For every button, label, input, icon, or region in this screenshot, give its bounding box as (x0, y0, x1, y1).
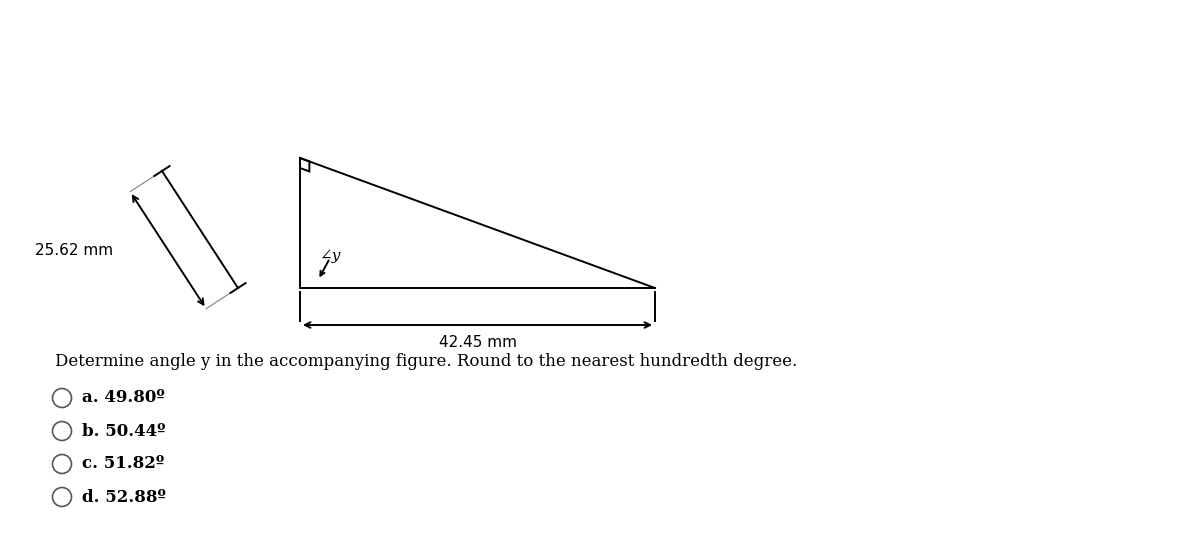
Text: 25.62 mm: 25.62 mm (35, 243, 113, 258)
Text: d. 52.88º: d. 52.88º (82, 489, 166, 506)
Text: c. 51.82º: c. 51.82º (82, 456, 164, 472)
Text: ∠y: ∠y (320, 249, 341, 263)
Text: a. 49.80º: a. 49.80º (82, 389, 164, 407)
Text: 42.45 mm: 42.45 mm (438, 335, 516, 350)
Text: b. 50.44º: b. 50.44º (82, 422, 166, 439)
Text: Determine angle ​y in the accompanying figure. Round to the nearest hundredth de: Determine angle ​y in the accompanying f… (55, 353, 797, 370)
